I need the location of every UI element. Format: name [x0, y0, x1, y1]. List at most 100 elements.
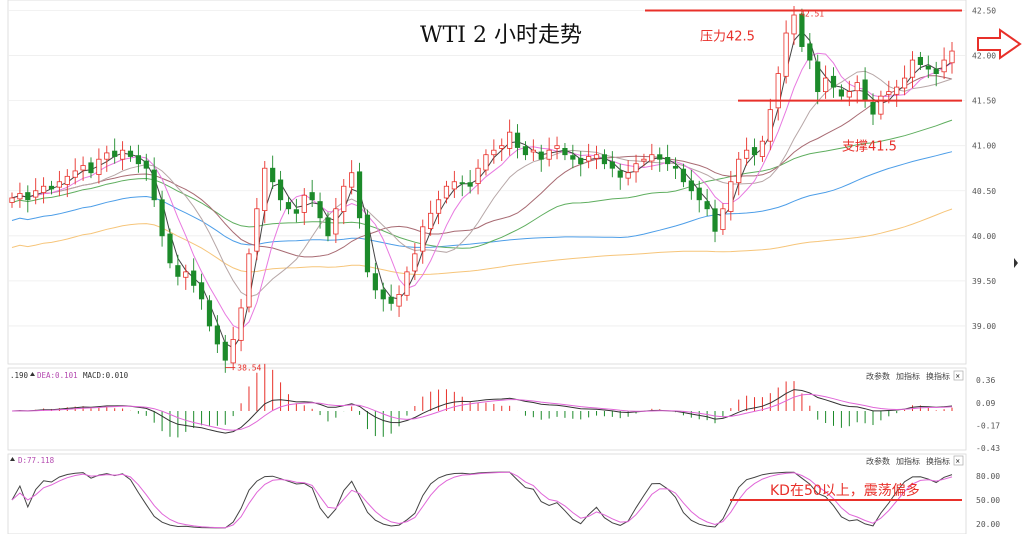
- candle-body: [33, 190, 39, 198]
- candle-body: [744, 149, 750, 159]
- candle-body: [949, 50, 955, 64]
- candle-body: [270, 167, 276, 183]
- candle-body: [538, 151, 544, 160]
- candle-body: [72, 170, 78, 178]
- candle-body: [870, 102, 876, 115]
- candle-body: [467, 182, 473, 187]
- candle-body: [151, 169, 157, 201]
- candle-body: [262, 167, 268, 211]
- candle-body: [593, 154, 600, 159]
- up-arrow-icon: [30, 372, 35, 376]
- candle-body: [104, 152, 110, 160]
- macd-switch-indicator-button[interactable]: 换指标: [926, 371, 950, 381]
- candle-body: [925, 65, 931, 70]
- chart-title: WTI 2 小时走势: [420, 23, 582, 48]
- candle-body: [886, 91, 892, 95]
- candle-body: [499, 145, 505, 149]
- candle-body: [333, 208, 339, 235]
- candle-body: [704, 201, 710, 210]
- candle-body: [451, 181, 457, 190]
- macd-y-tick-label: 0.36: [976, 376, 995, 385]
- candle-body: [633, 163, 639, 173]
- kd-lines: [11, 471, 953, 529]
- candle-body: [246, 253, 252, 308]
- candle-body: [665, 157, 671, 165]
- candle-body: [127, 150, 134, 157]
- candle-body: [9, 197, 15, 203]
- macd-edit-params-button[interactable]: 改参数: [866, 371, 890, 381]
- kd-switch-indicator-button[interactable]: 换指标: [926, 456, 950, 466]
- candle-body: [475, 167, 481, 184]
- candle-body: [854, 82, 860, 92]
- candle-body: [846, 91, 852, 98]
- candle-body: [507, 131, 513, 149]
- candle-body: [443, 185, 450, 199]
- candle-body: [380, 289, 386, 300]
- candle-body: [799, 13, 805, 47]
- candle-body: [25, 192, 31, 201]
- candle-body: [909, 59, 916, 78]
- candle-body: [285, 202, 292, 210]
- kd-annotation: KD在50以上，震荡偏多: [770, 482, 920, 499]
- support-label: 支撑41.5: [842, 140, 897, 155]
- candle-body: [570, 155, 576, 160]
- macd-label: MACD:0.010: [83, 371, 129, 380]
- candle-body: [917, 56, 924, 65]
- candle-body: [815, 61, 821, 93]
- candle-body: [198, 282, 205, 300]
- panel-handle-icon[interactable]: [1014, 258, 1018, 268]
- macd-lines: [11, 389, 953, 434]
- candle-body: [112, 150, 118, 157]
- candle-body: [791, 14, 797, 35]
- candle-body: [775, 73, 781, 109]
- high-price-label: 42.51: [800, 10, 824, 19]
- main-panel-frame: [7, 0, 967, 365]
- candle-body: [175, 265, 181, 277]
- candle-body: [167, 233, 173, 264]
- macd-add-indicator-button[interactable]: 加指标: [896, 371, 920, 381]
- kd-panel-frame: [7, 453, 967, 534]
- candle-body: [48, 185, 55, 190]
- main-y-axis: 42.50 42.00 41.50 41.00 40.50 40.00 39.50 39.00: [972, 7, 996, 331]
- dif-line: [11, 389, 953, 434]
- candle-body: [159, 199, 165, 237]
- ma-mid-line: [11, 52, 953, 331]
- kd-add-indicator-button[interactable]: 加指标: [896, 456, 920, 466]
- kd-y-tick-label: 20.00: [976, 520, 1000, 529]
- macd-value-label: .190: [10, 371, 29, 380]
- candle-body: [807, 43, 813, 61]
- candle-body: [696, 187, 702, 201]
- candle-body: [420, 226, 426, 252]
- macd-y-axis: 0.36 0.09 -0.17 -0.43: [976, 376, 1000, 453]
- candle-body: [183, 271, 189, 278]
- candle-body: [933, 68, 939, 74]
- candle-body: [356, 171, 363, 219]
- kd-edit-params-button[interactable]: 改参数: [866, 456, 890, 466]
- candle-body: [838, 89, 845, 97]
- candle-body: [135, 155, 141, 165]
- close-icon: ×: [956, 457, 961, 466]
- candle-body: [64, 175, 70, 185]
- candle-body: [625, 172, 631, 179]
- kd-close-button[interactable]: [953, 455, 964, 466]
- candle-body: [823, 77, 829, 93]
- candle-body: [522, 146, 529, 156]
- kd-y-axis: 80.00 50.00 20.00: [976, 472, 1000, 529]
- macd-panel-frame: [7, 367, 967, 451]
- candle-body: [554, 145, 560, 149]
- candle-body: [404, 271, 410, 296]
- candle-body: [17, 193, 23, 200]
- y-tick-label: 39.50: [972, 277, 996, 286]
- candle-body: [830, 75, 837, 88]
- y-tick-label: 42.00: [972, 52, 996, 61]
- ma-long5-line: [11, 208, 953, 276]
- main-gridlines: [8, 10, 966, 327]
- candle-body: [586, 156, 592, 162]
- macd-close-button[interactable]: [953, 370, 964, 381]
- candle-body: [902, 77, 908, 89]
- candle-body: [396, 294, 402, 307]
- candle-body: [514, 132, 521, 148]
- candle-body: [736, 158, 742, 184]
- candle-body: [894, 86, 900, 95]
